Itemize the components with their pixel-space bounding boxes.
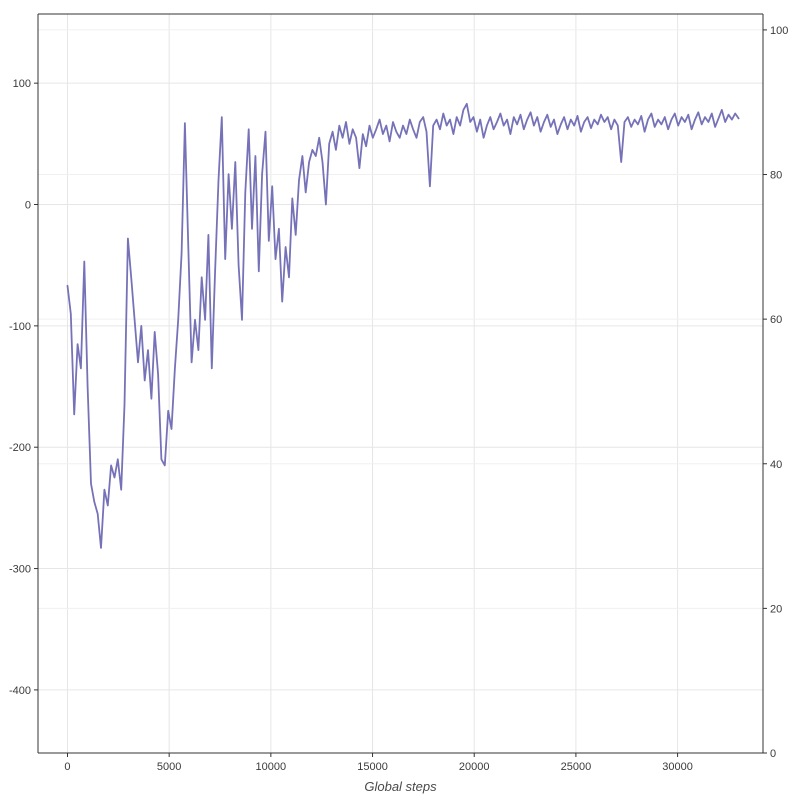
right-y-tick-label: 100 [770, 25, 788, 37]
x-tick-label: 0 [64, 761, 70, 773]
x-tick-label: 20000 [459, 761, 490, 773]
x-tick-label: 30000 [662, 761, 693, 773]
x-tick-label: 5000 [157, 761, 181, 773]
x-tick-label: 25000 [561, 761, 592, 773]
tick-marks [34, 29, 767, 757]
series-line [66, 102, 740, 549]
x-tick-label: 10000 [256, 761, 287, 773]
left-y-tick-label: -100 [9, 321, 31, 333]
right-y-tick-label: 60 [770, 314, 782, 326]
right-y-tick-label: 0 [770, 748, 776, 760]
x-tick-label: 15000 [357, 761, 388, 773]
left-y-tick-label: -400 [9, 685, 31, 697]
gridlines [38, 14, 763, 753]
right-y-tick-label: 80 [770, 170, 782, 182]
left-y-tick-label: -200 [9, 442, 31, 454]
left-y-tick-label: -300 [9, 564, 31, 576]
tick-labels: 0 5000 10000 15000 20000 25000 30000 100 0 -100 -2… [9, 25, 788, 773]
left-y-tick-label: 100 [13, 78, 31, 90]
x-axis-label: Global steps [364, 779, 437, 794]
axes-spines [37, 13, 764, 754]
right-y-tick-label: 20 [770, 603, 782, 615]
right-y-tick-label: 40 [770, 459, 782, 471]
left-y-tick-label: 0 [25, 200, 31, 212]
